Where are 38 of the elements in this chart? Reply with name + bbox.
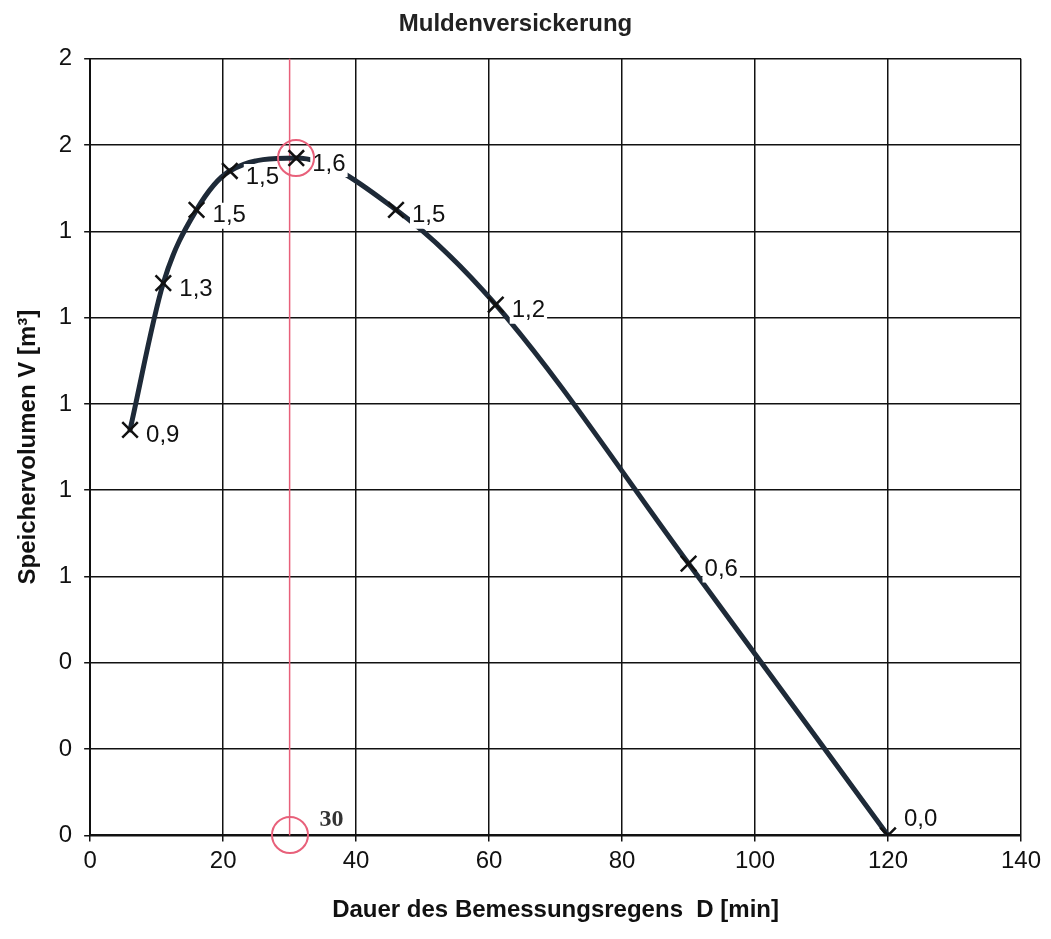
point <box>679 554 698 573</box>
data-label: 0,6 <box>704 554 738 582</box>
x-tick-label: 140 <box>1000 846 1042 874</box>
y-tick-label: 2 <box>58 43 73 71</box>
point <box>220 161 239 180</box>
y-tick-label: 1 <box>58 474 73 502</box>
y-tick-label: 0 <box>58 733 73 761</box>
data-label: 1,5 <box>245 161 280 189</box>
y-tick-label: 1 <box>58 561 73 589</box>
data-label: 0,9 <box>146 420 180 448</box>
x-tick-label: 100 <box>735 846 776 874</box>
point <box>486 295 505 314</box>
x-tick-label: 40 <box>342 846 370 874</box>
x-tick-label: 20 <box>209 846 237 874</box>
data-label: 1,2 <box>511 295 546 323</box>
y-tick-label: 0 <box>58 647 73 675</box>
y-tick-label: 1 <box>58 216 73 243</box>
y-tick-label: 0 <box>58 820 73 848</box>
point <box>187 200 206 219</box>
y-tick-label: 1 <box>58 302 73 330</box>
data-label: 0,0 <box>904 804 938 832</box>
x-tick-label: 120 <box>868 846 909 874</box>
ref-line-label: 30 <box>319 804 344 831</box>
y-tick-label: 2 <box>58 129 73 157</box>
data-label: 1,3 <box>179 273 213 301</box>
x-tick-label: 0 <box>83 846 97 874</box>
y-tick-label: 1 <box>58 388 73 416</box>
x-tick-label: 80 <box>608 846 636 874</box>
y-axis-title: Speichervolumen V [m³] <box>13 309 41 585</box>
point <box>154 274 173 293</box>
x-tick-label: 60 <box>475 846 503 874</box>
data-label: 1,5 <box>412 200 446 228</box>
data-label: 1,5 <box>212 200 246 228</box>
point <box>386 200 406 219</box>
chart-title: Muldenversickerung <box>398 9 633 37</box>
point <box>121 420 140 439</box>
x-axis-title: Dauer des Bemessungsregens D [min] <box>332 895 779 923</box>
data-label: 1,6 <box>312 148 346 176</box>
